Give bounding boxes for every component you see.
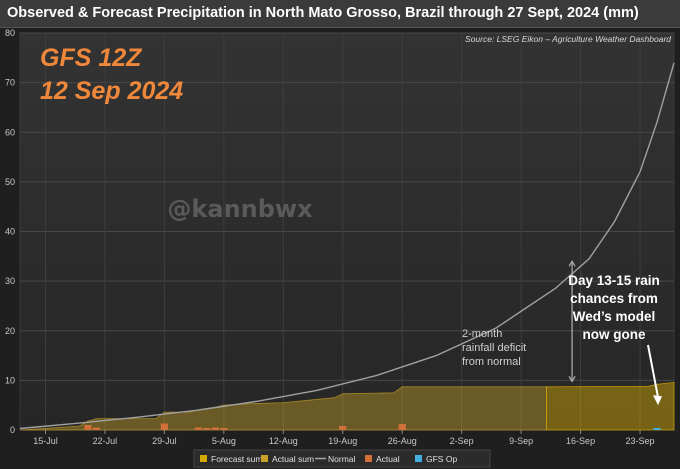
deficit-line-2: rainfall deficit (462, 342, 526, 354)
watermark: @kannbwx (167, 195, 313, 223)
forecast-sum-area (546, 381, 675, 431)
legend-label: Actual sum (272, 454, 314, 464)
x-tick-label: 19-Aug (328, 436, 357, 446)
actual-bar (220, 428, 228, 430)
x-tick-label: 15-Jul (33, 436, 58, 446)
note-arrow (647, 344, 659, 398)
actual-sum-area (19, 386, 547, 431)
x-tick-label: 29-Jul (152, 436, 177, 446)
actual-bar (211, 427, 219, 430)
y-tick-label: 70 (5, 78, 15, 88)
deficit-arrow-head-bottom (568, 376, 576, 383)
legend-label: Forecast sum (211, 454, 263, 464)
y-tick-label: 0 (10, 425, 15, 435)
y-tick-label: 30 (5, 276, 15, 286)
x-tick-label: 16-Sep (566, 436, 595, 446)
note-line-4: now gone (583, 327, 646, 342)
model-run-label: GFS 12Z (40, 44, 143, 72)
forecast-note: Day 13-15 rain chances from Wed’s model … (568, 273, 663, 406)
y-tick-label: 40 (5, 227, 15, 237)
actual-bar (92, 427, 100, 430)
source-label: Source: LSEG Eikon – Agriculture Weather… (465, 34, 671, 44)
x-tick-label: 9-Sep (509, 436, 533, 446)
deficit-line-1: 2-month (462, 328, 502, 340)
note-line-2: chances from (570, 291, 658, 306)
y-axis: 0 10 20 30 40 50 60 70 80 (5, 28, 15, 435)
y-tick-label: 80 (5, 28, 15, 38)
deficit-line-3: from normal (462, 356, 521, 368)
legend: Forecast sum Actual sum Normal Actual GFS Op (200, 454, 457, 464)
y-tick-label: 50 (5, 177, 15, 187)
actual-bar (160, 423, 168, 430)
line-layer (19, 62, 675, 430)
model-date-label: 12 Sep 2024 (40, 77, 183, 105)
chart-title: Observed & Forecast Precipitation in Nor… (7, 5, 639, 21)
deficit-arrow-head-top (568, 260, 576, 267)
note-line-3: Wed’s model (573, 309, 656, 324)
x-tick-label: 22-Jul (93, 436, 118, 446)
x-tick-label: 23-Sep (626, 436, 655, 446)
actual-bar (84, 425, 92, 430)
legend-swatch (365, 455, 372, 462)
legend-label: Actual (376, 454, 400, 464)
bars-layer (84, 423, 661, 430)
y-tick-label: 10 (5, 375, 15, 385)
actual-bar (398, 424, 406, 430)
legend-box (193, 449, 491, 468)
normal-line (19, 62, 675, 430)
actual-bar (339, 426, 347, 430)
x-tick-label: 5-Aug (212, 436, 236, 446)
actual-bar (194, 427, 202, 430)
y-tick-label: 20 (5, 326, 15, 336)
actual-bar (203, 428, 211, 430)
legend-label: GFS Op (426, 454, 457, 464)
deficit-annotation: 2-month rainfall deficit from normal (462, 260, 576, 383)
x-tick-label: 26-Aug (388, 436, 417, 446)
legend-label: Normal (328, 454, 356, 464)
y-tick-label: 60 (5, 127, 15, 137)
legend-swatch (261, 455, 268, 462)
legend-swatch (200, 455, 207, 462)
note-arrow-head (653, 395, 663, 406)
x-axis: 15-Jul 22-Jul 29-Jul 5-Aug 12-Aug 19-Aug 26-Au… (33, 430, 655, 446)
legend-swatch (415, 455, 422, 462)
area-layer (19, 381, 675, 431)
gfs-op-bar (653, 428, 661, 430)
x-tick-label: 2-Sep (450, 436, 474, 446)
x-tick-label: 12-Aug (269, 436, 298, 446)
title-bar: Observed & Forecast Precipitation in Nor… (0, 0, 680, 28)
note-line-1: Day 13-15 rain (568, 273, 660, 288)
